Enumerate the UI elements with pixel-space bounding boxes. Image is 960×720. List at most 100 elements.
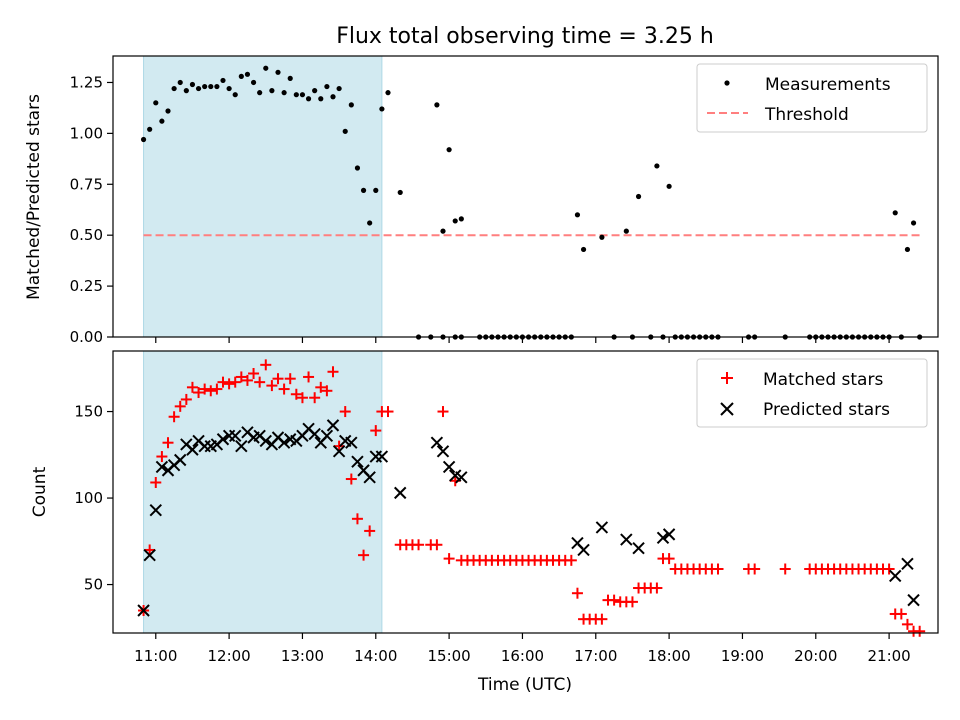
measurement-point xyxy=(385,90,391,96)
matched-star-point xyxy=(571,587,583,599)
x-tick-label: 13:00 xyxy=(281,647,324,665)
matched-star-point xyxy=(156,451,168,463)
x-tick-label: 14:00 xyxy=(354,647,397,665)
measurement-point xyxy=(354,165,361,171)
measurement-point xyxy=(140,136,147,143)
predicted-star-point xyxy=(345,436,358,449)
legend-matched-label: Matched stars xyxy=(763,370,883,390)
matched-star-point xyxy=(565,554,577,566)
predicted-star-point xyxy=(235,439,248,453)
predicted-star-point xyxy=(620,533,633,546)
observing-window-shade-bottom xyxy=(143,350,383,634)
matched-star-point xyxy=(254,376,266,388)
measurement-point xyxy=(232,92,238,98)
legend-measurements-marker xyxy=(724,80,730,86)
matched-star-point xyxy=(779,563,791,575)
matched-star-point xyxy=(651,582,663,594)
predicted-star-point xyxy=(259,434,272,448)
measurement-point xyxy=(348,102,354,108)
measurement-point xyxy=(293,92,299,98)
measurement-point xyxy=(666,183,672,189)
matched-star-point xyxy=(443,553,455,565)
measurement-point xyxy=(183,88,189,94)
measurement-point xyxy=(165,108,171,114)
matched-star-point xyxy=(193,387,205,399)
measurement-point xyxy=(458,216,464,222)
matched-star-point xyxy=(303,371,315,383)
matched-star-point xyxy=(150,476,162,488)
x-tick-label: 17:00 xyxy=(574,647,617,665)
predicted-star-point xyxy=(455,471,468,484)
bottom-legend: Matched stars Predicted stars xyxy=(696,358,928,428)
y-tick-label: 1.25 xyxy=(70,73,103,91)
predicted-star-point xyxy=(656,531,670,545)
bottom-y-ticks: 50 100 150 xyxy=(74,403,113,594)
legend-threshold-label: Threshold xyxy=(764,105,849,125)
measurement-point xyxy=(373,187,379,193)
measurement-point xyxy=(299,92,306,98)
matched-star-point xyxy=(296,392,308,404)
legend-predicted-label: Predicted stars xyxy=(763,400,890,420)
x-tick-label: 15:00 xyxy=(427,647,470,665)
chart-title: Flux total observing time = 3.25 h xyxy=(336,24,714,49)
predicted-star-point xyxy=(436,445,450,458)
measurement-point xyxy=(269,88,275,94)
predicted-star-point xyxy=(186,443,199,456)
x-tick-label: 19:00 xyxy=(721,647,764,665)
predicted-star-point xyxy=(277,436,291,449)
matched-star-point xyxy=(364,525,376,537)
measurement-point xyxy=(263,65,269,71)
predicted-star-point xyxy=(595,521,609,534)
matched-star-point xyxy=(749,563,761,575)
y-tick-label: 1.00 xyxy=(70,124,103,142)
predicted-star-point xyxy=(326,419,340,432)
bottom-axes-frame xyxy=(112,350,939,634)
measurement-point xyxy=(342,128,348,134)
shaded-interval xyxy=(143,55,383,338)
y-tick-label: 0.50 xyxy=(70,226,103,244)
bottom-y-axis-label: Count xyxy=(30,466,50,517)
matched-star-point xyxy=(241,374,253,386)
measurement-point xyxy=(312,88,318,94)
matched-star-point xyxy=(168,411,180,423)
matched-star-point xyxy=(260,359,272,371)
matched-star-point xyxy=(339,406,351,418)
predicted-star-point xyxy=(332,445,346,458)
predicted-star-point xyxy=(363,471,376,484)
measurement-point xyxy=(580,246,587,253)
measurement-point xyxy=(220,77,226,84)
top-y-axis-label: Matched/Predicted stars xyxy=(24,94,44,300)
matched-star-point xyxy=(211,383,223,395)
matched-star-point xyxy=(333,440,345,452)
top-panel: 0.00 0.25 0.50 0.75 1.00 1.25 Matched/Predict… xyxy=(24,55,939,346)
predicted-star-point xyxy=(430,436,444,449)
y-tick-label: 100 xyxy=(74,489,103,507)
x-tick-label: 18:00 xyxy=(647,647,690,665)
predicted-star-point xyxy=(174,453,187,467)
predicted-star-point xyxy=(577,543,590,557)
matched-star-point xyxy=(914,625,926,637)
measurement-point xyxy=(275,69,281,75)
matched-star-point xyxy=(217,376,229,388)
matched-star-point xyxy=(284,373,296,385)
measurement-point xyxy=(434,102,440,108)
measurement-point xyxy=(153,100,159,106)
matched-star-point xyxy=(144,544,156,556)
y-tick-label: 150 xyxy=(74,403,103,421)
predicted-star-point xyxy=(308,427,321,441)
measurement-point xyxy=(177,79,183,86)
matched-star-point xyxy=(626,596,638,608)
shaded-interval xyxy=(143,350,383,634)
predicted-star-point xyxy=(889,569,902,583)
predicted-star-point xyxy=(662,528,676,541)
x-tick-label: 11:00 xyxy=(134,647,177,665)
measurement-point xyxy=(281,90,287,96)
measurement-point xyxy=(367,220,373,226)
matched-star-point xyxy=(327,366,339,378)
measurement-point xyxy=(599,234,605,240)
matched-star-point xyxy=(315,381,327,393)
matched-star-point xyxy=(345,473,357,485)
measurement-point xyxy=(257,90,263,96)
